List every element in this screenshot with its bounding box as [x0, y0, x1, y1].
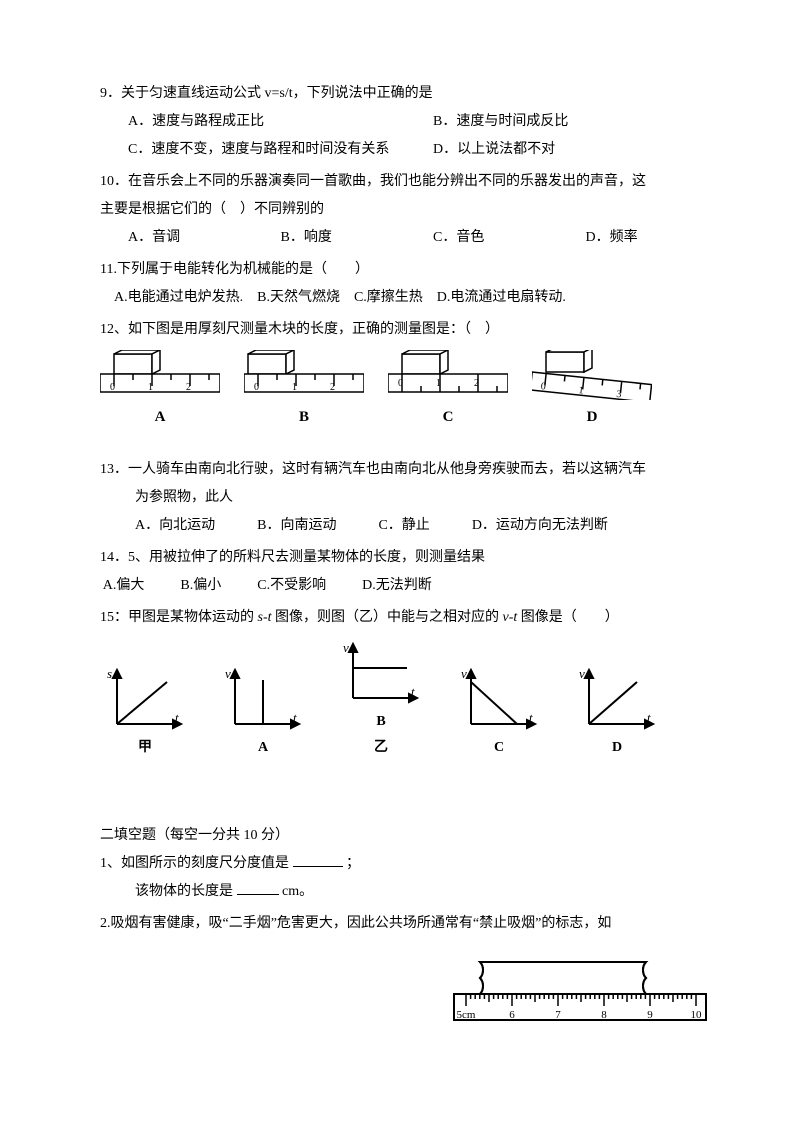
q9-opt-a: A．速度与路程成正比 [100, 108, 405, 136]
q10-opt-d: D．频率 [558, 224, 711, 252]
q12-fig-a: 0 1 2 A [100, 350, 220, 432]
fill-q1-blank-1 [293, 852, 343, 867]
q14-opt-b: B.偏小 [180, 572, 221, 600]
svg-text:v: v [225, 668, 231, 681]
q15-fig-jia: s t 甲 [100, 668, 190, 762]
q14-opt-c: C.不受影响 [257, 572, 326, 600]
svg-text:t: t [293, 710, 297, 725]
q15-label-a: A [258, 734, 268, 762]
q12-label-b: B [299, 402, 309, 432]
question-11: 11.下列属于电能转化为机械能的是（ ） A.电能通过电炉发热. B.天然气燃烧… [100, 256, 710, 312]
svg-text:2: 2 [330, 382, 335, 393]
svg-text:t: t [647, 710, 651, 725]
q13-opt-c: C．静止 [378, 512, 429, 540]
q12-label-d: D [587, 402, 598, 432]
svg-text:9: 9 [647, 1009, 653, 1021]
q15-label-yi: 乙 [374, 734, 388, 762]
q12-label-c: C [443, 402, 454, 432]
svg-text:1: 1 [148, 382, 153, 393]
question-9: 9．关于匀速直线运动公式 v=s/t，下列说法中正确的是 A．速度与路程成正比 … [100, 80, 710, 164]
q10-opt-a: A．音调 [100, 224, 253, 252]
q15-fig-b: v t B 乙 [336, 642, 426, 762]
svg-text:2: 2 [186, 382, 191, 393]
q12-fig-c: 0 1 2 C [388, 350, 508, 432]
q11-opts: A.电能通过电炉发热. B.天然气燃烧 C.摩擦生热 D.电流通过电扇转动. [100, 284, 710, 312]
svg-text:10: 10 [691, 1009, 703, 1021]
fill-q1-b: 该物体的长度是 [135, 884, 233, 899]
q10-opt-c: C．音色 [405, 224, 558, 252]
q12-fig-d: 0 1 3 D [532, 350, 652, 432]
q15-label-c: C [494, 734, 504, 762]
q12-fig-b: 0 1 2 B [244, 350, 364, 432]
q13-stem-1: 13．一人骑车由南向北行驶，这时有辆汽车也由南向北从他身旁疾驶而去，若以这辆汽车 [100, 456, 710, 484]
q12-stem: 12、如下图是用厚刻尺测量木块的长度，正确的测量图是：（ ） [100, 316, 710, 344]
q15-figures: s t 甲 v t A [100, 642, 710, 762]
q13-opt-d: D．运动方向无法判断 [472, 512, 608, 540]
q12-label-a: A [155, 402, 166, 432]
svg-text:t: t [529, 710, 533, 725]
svg-text:s: s [107, 668, 112, 681]
svg-text:8: 8 [601, 1009, 607, 1021]
q15-fig-a: v t A [218, 668, 308, 762]
q13-opt-b: B．向南运动 [257, 512, 336, 540]
svg-text:6: 6 [509, 1009, 515, 1021]
q9-opt-d: D．以上说法都不对 [405, 136, 710, 164]
q10-stem-1: 10．在音乐会上不同的乐器演奏同一首歌曲，我们也能分辨出不同的乐器发出的声音，这 [100, 168, 710, 196]
svg-text:7: 7 [555, 1009, 561, 1021]
fill-q2-text: 2.吸烟有害健康，吸“二手烟”危害更大，因此公共场所通常有“禁止吸烟”的标志，如 [100, 916, 611, 931]
svg-text:1: 1 [436, 378, 441, 389]
q15-label-b: B [376, 708, 385, 736]
question-10: 10．在音乐会上不同的乐器演奏同一首歌曲，我们也能分辨出不同的乐器发出的声音，这… [100, 168, 710, 252]
q15-fig-c: v t C [454, 668, 544, 762]
q9-opt-c: C．速度不变，速度与路程和时间没有关系 [100, 136, 405, 164]
question-12: 12、如下图是用厚刻尺测量木块的长度，正确的测量图是：（ ） [100, 316, 710, 432]
fill-q1-blank-2 [237, 880, 279, 895]
q9-stem: 9．关于匀速直线运动公式 v=s/t，下列说法中正确的是 [100, 80, 710, 108]
svg-text:0: 0 [254, 382, 259, 393]
fill-q1: 1、如图所示的刻度尺分度值是 ； 该物体的长度是 cm。 [100, 850, 710, 906]
svg-text:1: 1 [292, 382, 297, 393]
q15-label-d: D [612, 734, 622, 762]
section-2-title: 二填空题（每空一分共 10 分） [100, 822, 710, 850]
svg-text:0: 0 [398, 378, 403, 389]
question-14: 14．5、用被拉伸了的所料尺去测量某物体的长度，则测量结果 A.偏大 B.偏小 … [100, 544, 710, 600]
svg-text:v: v [579, 668, 585, 681]
q10-stem-2: 主要是根据它们的（ ）不同辨别的 [100, 196, 710, 224]
svg-text:0: 0 [110, 382, 115, 393]
q13-stem-2: 为参照物，此人 [100, 484, 710, 512]
q10-opt-b: B．响度 [253, 224, 406, 252]
fill-q1-b-tail: cm。 [282, 884, 313, 899]
q15-fig-d: v t D [572, 668, 662, 762]
q14-opt-d: D.无法判断 [362, 572, 432, 600]
svg-text:v: v [461, 668, 467, 681]
fill-q1-a-tail: ； [346, 856, 360, 871]
bottom-ruler-figure: 5cm 6 7 8 9 10 [100, 956, 710, 1026]
q14-opt-a: A.偏大 [103, 572, 145, 600]
fill-q1-a: 1、如图所示的刻度尺分度值是 [100, 856, 293, 871]
svg-text:t: t [175, 710, 179, 725]
q11-stem: 11.下列属于电能转化为机械能的是（ ） [100, 256, 710, 284]
q14-stem: 14．5、用被拉伸了的所料尺去测量某物体的长度，则测量结果 [100, 544, 710, 572]
q13-opt-a: A．向北运动 [135, 512, 215, 540]
question-13: 13．一人骑车由南向北行驶，这时有辆汽车也由南向北从他身旁疾驶而去，若以这辆汽车… [100, 456, 710, 540]
section-2: 二填空题（每空一分共 10 分） 1、如图所示的刻度尺分度值是 ； 该物体的长度… [100, 822, 710, 1026]
q9-opt-b: B．速度与时间成反比 [405, 108, 710, 136]
svg-text:5cm: 5cm [457, 1009, 476, 1021]
q15-label-jia: 甲 [138, 734, 152, 762]
question-15: 15：甲图是某物体运动的 s-t 图像，则图（乙）中能与之相对应的 v-t 图像… [100, 604, 710, 762]
svg-text:t: t [411, 684, 415, 699]
svg-text:2: 2 [474, 378, 479, 389]
fill-q2: 2.吸烟有害健康，吸“二手烟”危害更大，因此公共场所通常有“禁止吸烟”的标志，如 [100, 910, 710, 938]
q15-stem: 15：甲图是某物体运动的 s-t 图像，则图（乙）中能与之相对应的 v-t 图像… [100, 604, 710, 632]
svg-text:v: v [343, 642, 349, 655]
q12-figures: 0 1 2 A 0 [100, 350, 710, 432]
